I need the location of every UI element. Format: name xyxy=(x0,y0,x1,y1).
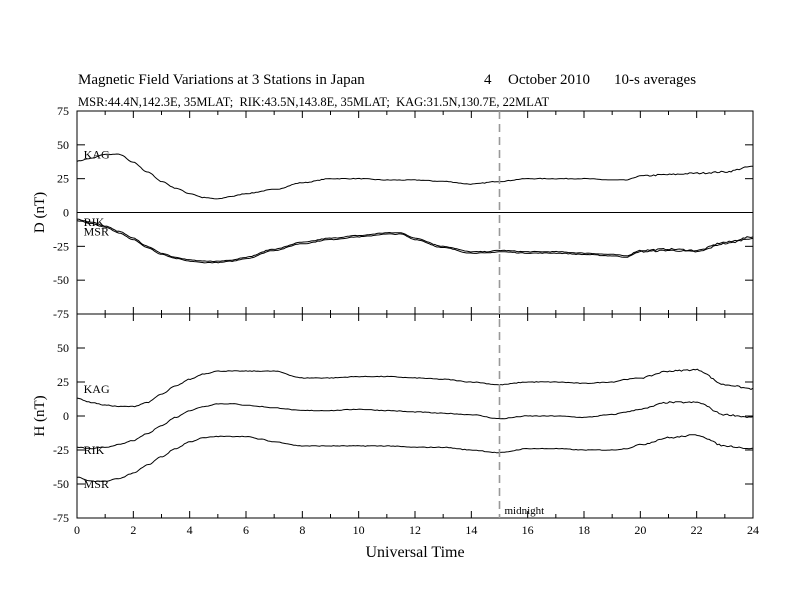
y-tick-label: 50 xyxy=(57,341,69,355)
y-tick-label: 75 xyxy=(57,104,69,118)
x-tick-label: 10 xyxy=(353,523,365,537)
midnight-label: midnight xyxy=(505,505,545,517)
series-label-rik: RIK xyxy=(84,215,105,229)
x-axis-label: Universal Time xyxy=(365,544,464,561)
title-day: 4 xyxy=(484,72,492,88)
series-line-msr xyxy=(76,434,754,483)
y-tick-label: 25 xyxy=(57,172,69,186)
series-label-rik: RIK xyxy=(84,443,105,457)
series-label-msr: MSR xyxy=(84,224,109,238)
y-tick-label: 0 xyxy=(63,409,69,423)
y-axis-label: H (nT) xyxy=(32,395,48,436)
x-tick-label: 0 xyxy=(74,523,80,537)
y-tick-label: 50 xyxy=(57,138,69,152)
x-tick-label: 22 xyxy=(691,523,703,537)
y-tick-label: -50 xyxy=(53,273,69,287)
series-line-msr xyxy=(76,220,754,264)
series-label-msr: MSR xyxy=(84,477,109,491)
chart-title: Magnetic Field Variations at 3 Stations … xyxy=(78,72,758,157)
y-tick-label: -75 xyxy=(53,511,69,525)
x-tick-label: 8 xyxy=(299,523,305,537)
series-line-kag xyxy=(76,368,754,408)
x-tick-label: 4 xyxy=(187,523,193,537)
title-averages: 10-s averages xyxy=(614,72,697,88)
series-line-kag xyxy=(76,153,753,200)
x-tick-label: 12 xyxy=(409,523,421,537)
y-tick-label: -25 xyxy=(53,239,69,253)
panel-top: 75 50 25 0 -25 -50 -75 D (nT) xyxy=(32,104,754,321)
series-label-kag: KAG xyxy=(84,382,110,396)
series-line-rik xyxy=(76,401,754,450)
series-line-rik xyxy=(76,218,754,263)
x-tick-label: 20 xyxy=(634,523,646,537)
x-tick-label: 18 xyxy=(578,523,590,537)
y-tick-label: -25 xyxy=(53,443,69,457)
x-tick-label: 24 xyxy=(747,523,759,537)
x-tick-label: 16 xyxy=(522,523,534,537)
y-tick-label: 0 xyxy=(63,206,69,220)
x-tick-label: 6 xyxy=(243,523,249,537)
y-tick-label: -75 xyxy=(53,307,69,321)
title-main: Magnetic Field Variations at 3 Stations … xyxy=(78,72,365,88)
x-tick-label: 2 xyxy=(130,523,136,537)
y-tick-label: -50 xyxy=(53,477,69,491)
x-tick-label: 14 xyxy=(465,523,477,537)
panel-frame xyxy=(76,313,754,519)
title-month-year: October 2010 xyxy=(508,72,591,88)
chart-subtitle: MSR:44.4N,142.3E, 35MLAT; RIK:43.5N,143.… xyxy=(78,95,550,109)
y-axis-label: D (nT) xyxy=(32,192,48,233)
y-tick-label: 25 xyxy=(57,375,69,389)
series-label-kag: KAG xyxy=(84,147,110,161)
